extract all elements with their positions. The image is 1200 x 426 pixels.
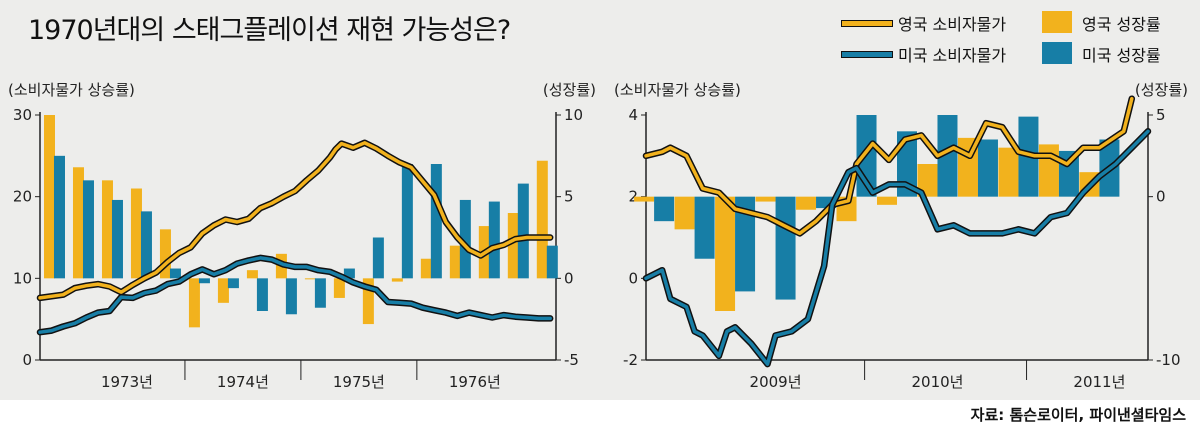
legend-us-growth-swatch [1042,42,1072,64]
chart2-left-tick-label: 0 [628,269,638,287]
chart1-bar-us-growth [314,278,326,308]
chart1-bar-us-growth [372,237,384,279]
chart2-line-uk-cpi [644,96,1134,236]
chart1-bar-uk-growth [188,278,200,328]
chart1-bar-uk-growth [304,278,316,280]
legend-uk-cpi-label: 영국 소비자물가 [898,15,1007,34]
chart1-bar-us-growth [198,278,210,284]
chart2-bar-uk-growth [755,196,776,202]
chart1-left-tick-label: 20 [13,188,32,206]
chart1-bar-us-growth [488,201,500,279]
chart1-left-axis-label: (소비자물가 상승률) [8,81,135,99]
chart1-bar-us-growth [546,245,558,279]
chart1-bar-uk-growth [72,167,84,279]
chart2-bar-us-growth [654,196,675,222]
chart2-line-us-cpi [644,129,1150,366]
chart2-bar-us-growth [816,196,837,209]
legend-us-growth-label: 미국 성장률 [1082,46,1161,65]
chart2-bar-uk-growth [1038,144,1059,197]
chart2-x-tick-label: 2009년 [750,373,802,391]
chart1-x-tick-label: 1976년 [449,373,501,391]
chart1-bar-uk-growth [43,115,55,279]
chart2-bar-uk-growth [998,147,1019,197]
chart1-bar-us-growth [227,278,239,289]
chart1-bar-us-growth [430,164,442,279]
chart2-bar-us-growth [694,196,715,259]
chart2-bar-uk-growth [877,196,897,205]
chart2-bar-us-growth [735,196,756,292]
chart1-left-tick-label: 30 [13,106,32,124]
chart1-left-tick-label: 0 [22,351,32,369]
chart1-left-tick-label: 10 [13,269,32,287]
chart1-bar-us-growth [111,199,123,279]
chart1-right-tick-label: 5 [564,188,574,206]
legend-uk-growth-swatch [1042,11,1072,33]
chart2-left-axis-label: (소비자물가 상승률) [614,81,741,99]
legend-us-cpi-swatch [841,51,893,58]
chart1-right-tick-label: 10 [564,106,583,124]
source-note: 자료: 톰슨로이터, 파이낸셜타임스 [970,406,1186,424]
chart1-bar-uk-growth [159,229,171,279]
chart2-bar-us-growth [775,196,796,300]
chart1-x-tick-label: 1975년 [333,373,385,391]
chart1-x-tick-label: 1973년 [101,373,153,391]
legend-uk-growth-label: 영국 성장률 [1082,15,1161,34]
chart1-line-us-cpi [38,256,552,334]
chart2-bar-uk-growth [634,196,655,202]
chart1-bar-us-growth [517,183,529,279]
chart1-bar-us-growth [343,268,355,279]
chart2-x-tick-label: 2010년 [911,373,963,391]
chart1-bar-us-growth [140,211,152,279]
chart1-bar-uk-growth [246,270,258,279]
chart1-bar-uk-growth [536,160,548,279]
chart1-bar-uk-growth [362,278,374,325]
chart1-line-uk-cpi [38,141,552,300]
chart2-left-tick-label: 2 [628,188,638,206]
chart2-bar-uk-growth [715,196,736,311]
chart1-bar-us-growth [285,278,297,315]
legend: 영국 소비자물가 미국 소비자물가 영국 성장률 미국 성장률 [0,0,1200,80]
chart1-bar-uk-growth [130,188,142,279]
chart1-bar-uk-growth [333,278,345,298]
chart-panel [0,0,1200,400]
chart1-bar-us-growth [169,268,181,279]
chart1-bar-us-growth [256,278,268,311]
chart2-right-tick-label: 0 [1156,188,1166,206]
chart1-bar-uk-growth [217,278,229,303]
chart2-bar-us-growth [977,139,998,197]
chart2-right-tick-label: -10 [1156,351,1181,369]
chart1-right-tick-label: 0 [564,269,574,287]
chart1-bar-us-growth [82,180,94,279]
chart1-bar-us-growth [53,155,65,279]
chart2-left-tick-label: 4 [628,106,638,124]
chart2-right-axis-label: (성장률) [1135,81,1188,99]
chart1-x-tick-label: 1974년 [217,373,269,391]
chart1-bar-uk-growth [420,258,432,279]
chart2-right-tick-label: 5 [1156,106,1166,124]
chart2-left-tick-label: -2 [623,351,638,369]
chart1-bar-us-growth [459,199,471,279]
legend-uk-cpi-swatch [841,20,893,27]
chart1-bar-uk-growth [101,180,113,279]
chart1-bar-uk-growth [507,213,519,279]
chart2-bar-uk-growth [674,196,695,230]
chart2-bar-uk-growth [917,164,938,197]
chart1-bar-uk-growth [449,245,461,279]
chart2-bar-us-growth [937,115,958,197]
chart2-bar-uk-growth [796,196,817,210]
legend-us-cpi-label: 미국 소비자물가 [898,46,1007,65]
chart-title: 1970년대의 스태그플레이션 재현 가능성은? [28,15,511,46]
chart2-x-tick-label: 2011년 [1073,373,1125,391]
chart1-right-tick-label: -5 [564,351,579,369]
chart1-right-axis-label: (성장률) [543,81,596,99]
chart1-bar-us-growth [401,164,413,279]
chart1-bar-uk-growth [391,278,403,282]
